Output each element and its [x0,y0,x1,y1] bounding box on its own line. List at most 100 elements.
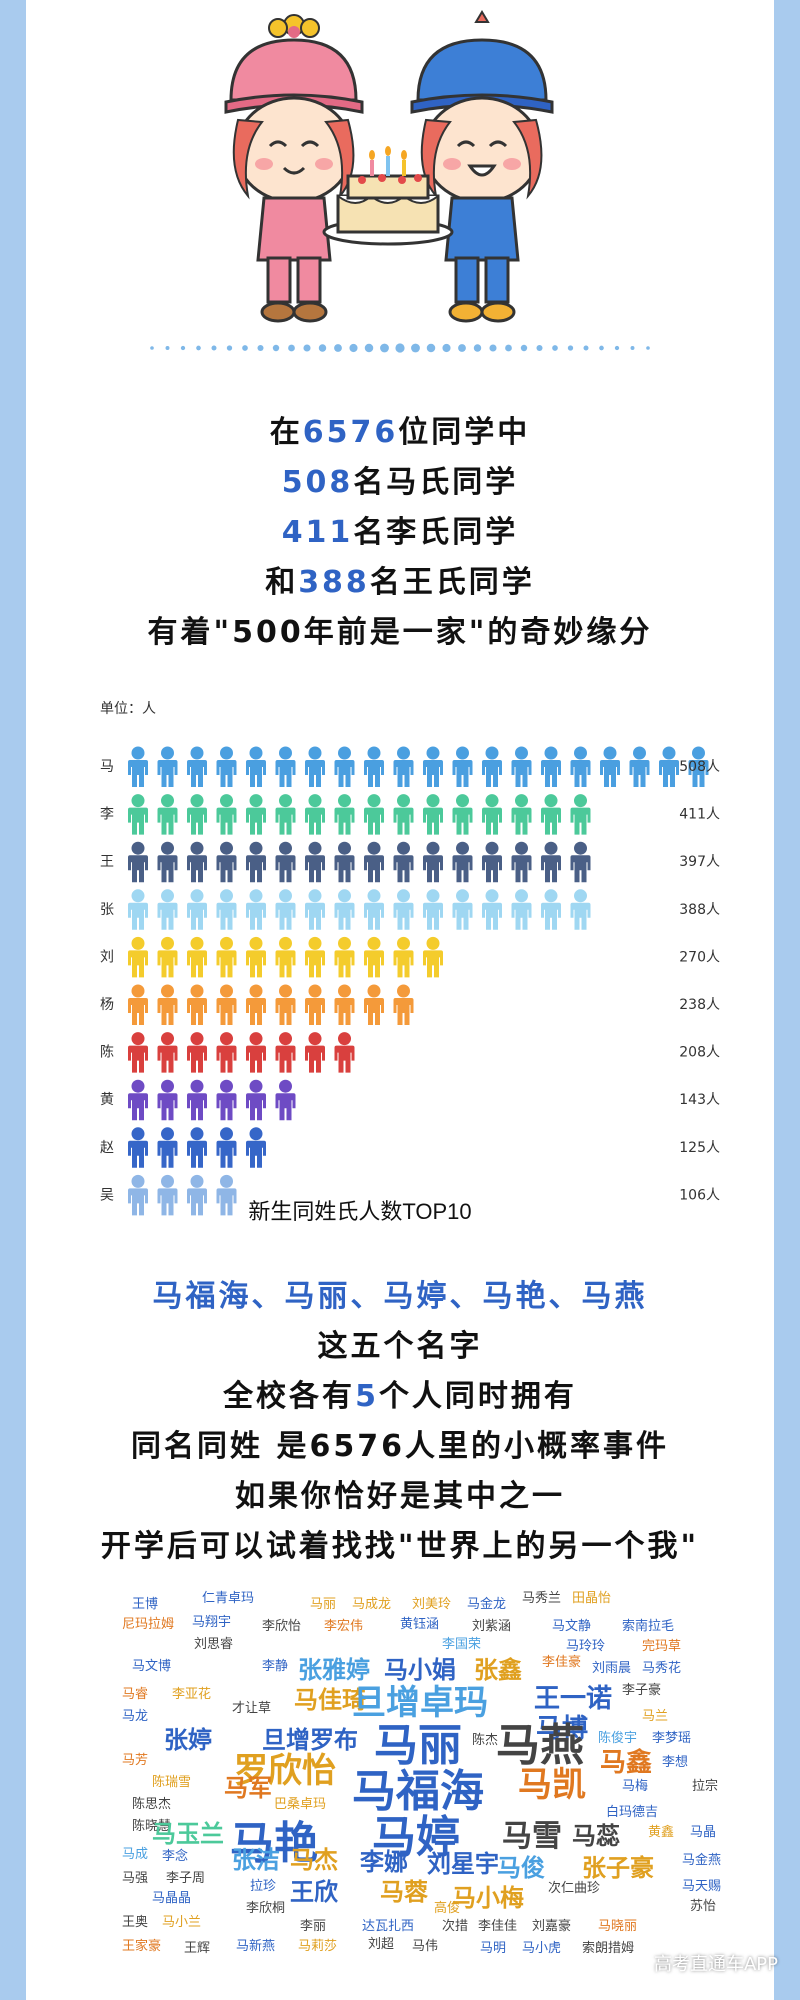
divider-dot [505,344,512,352]
cloud-word: 张鑫 [474,1656,522,1684]
cloud-word: 王一诺 [534,1684,613,1714]
bar-刘 [128,936,443,978]
cloud-word: 陈瑞雪 [152,1775,192,1790]
cloud-word: 马鑫 [600,1748,653,1778]
cloud-word: 马丽 [374,1720,462,1771]
cloud-word: 拉珍 [250,1879,277,1894]
divider-dot [380,343,389,353]
divider-dot [257,344,264,352]
cloud-word: 李梦瑶 [652,1731,692,1746]
cloud-word: 马雪 [502,1819,562,1854]
cloud-word: 罗欣怡 [234,1751,336,1791]
cloud-word: 马艳 [230,1818,318,1869]
bar-张 [128,889,591,930]
cloud-word: 马明 [480,1941,507,1956]
divider-dot [165,346,170,350]
cloud-word: 张婷 [164,1726,212,1754]
cloud-word: 王奥 [122,1915,149,1930]
cloud-word: 刘美玲 [412,1597,452,1612]
bar-黄 [128,1079,296,1121]
cloud-word: 李静 [262,1659,289,1674]
divider-dot [226,345,233,351]
cloud-word: 李子豪 [622,1683,662,1698]
cloud-word: 马秀兰 [522,1591,562,1606]
cloud-word: 马成 [122,1847,149,1862]
names-line-3-post: 个人同时拥有 [378,1379,577,1414]
cloud-word: 马蓉 [380,1878,428,1906]
intro-ma-count: 508 [281,465,354,500]
cloud-word: 马杰 [290,1846,338,1874]
cloud-word: 陈俊宇 [598,1731,638,1746]
divider-dot [583,345,589,351]
bar-杨 [128,984,414,1025]
intro-li-count: 411 [281,515,354,550]
cloud-word: 马晶晶 [152,1891,192,1906]
category-label: 赵 [100,1140,114,1156]
cloud-word: 黄钰涵 [400,1617,440,1632]
cloud-word: 马福海 [352,1766,484,1817]
names-text: 马福海、马丽、马婷、马艳、马燕 这五个名字 全校各有5个人同时拥有 同名同姓 是… [26,1272,774,1572]
cloud-word: 马小虎 [522,1941,562,1956]
cloud-word: 马晓丽 [598,1919,638,1934]
intro-total-students: 6576 [302,415,399,450]
divider-dot [630,346,635,350]
cloud-word: 陈杰 [472,1733,499,1748]
cloud-word: 马秀花 [642,1661,682,1676]
intro-line-1-pre: 在 [269,415,303,450]
intro-line-4: 和388名王氏同学 [26,558,774,608]
divider-dot [180,345,186,351]
cloud-word: 马天赐 [682,1879,722,1894]
cloud-word: 刘嘉豪 [532,1919,572,1934]
cloud-word: 李亚花 [172,1687,212,1702]
cloud-word: 达瓦扎西 [362,1919,415,1934]
bar-陈 [128,1032,355,1073]
intro-line-2-post: 名马氏同学 [353,465,519,500]
cloud-word: 马文博 [132,1659,172,1674]
cloud-word: 王博 [132,1597,159,1612]
bar-吴 [128,1174,237,1216]
divider-dot [536,344,543,352]
cloud-word: 李佳佳 [478,1919,518,1934]
intro-line-4-pre: 和 [265,565,299,600]
cloud-word: 马燕 [496,1720,584,1771]
cloud-word: 马文静 [552,1619,592,1634]
cloud-word: 刘紫涵 [472,1619,512,1634]
intro-line-5: 有着"500年前是一家"的奇妙缘分 [147,615,653,650]
divider-dot [196,345,201,351]
cloud-word: 王欣 [290,1878,338,1906]
divider-dot [288,344,295,352]
cloud-word: 马翔宇 [192,1615,232,1630]
divider-dot [334,344,342,352]
value-label: 411人 [679,807,720,823]
cloud-word: 马玲玲 [566,1639,606,1654]
cloud-word: 张子豪 [582,1854,654,1882]
bar-赵 [128,1127,266,1168]
cloud-word: 刘超 [368,1937,395,1952]
divider-dot [552,345,558,351]
category-label: 陈 [100,1044,114,1061]
category-label: 吴 [100,1187,114,1203]
divider-dot [318,344,327,352]
cloud-word: 马博 [536,1714,589,1744]
divider-dot [614,345,620,351]
cloud-word: 马蕊 [572,1822,620,1850]
cloud-word: 马新燕 [236,1939,276,1954]
value-label: 208人 [679,1045,720,1061]
divider-dot [349,343,358,353]
divider-dot [395,343,405,353]
cloud-word: 马成龙 [352,1597,392,1612]
cloud-word: 李佳豪 [542,1655,582,1670]
cloud-word: 马梅 [622,1779,649,1794]
bar-王 [128,841,591,883]
surname-chart: 马 508人李 411人王 397人张 388人刘 270人杨 238人陈 208人黄 143人… [70,688,770,1228]
category-label: 张 [100,902,114,918]
divider-dot [426,343,436,353]
cloud-word: 黄鑫 [648,1825,675,1840]
cloud-word: 马小娟 [384,1656,456,1684]
divider-dot [364,343,374,353]
content-panel: 在6576位同学中 508名马氏同学 411名李氏同学 和388名王氏同学 有着… [26,0,774,2000]
category-label: 黄 [100,1091,114,1108]
cloud-word: 李念 [162,1849,189,1864]
divider-dot [211,345,217,351]
cloud-word: 高俊 [434,1901,461,1916]
